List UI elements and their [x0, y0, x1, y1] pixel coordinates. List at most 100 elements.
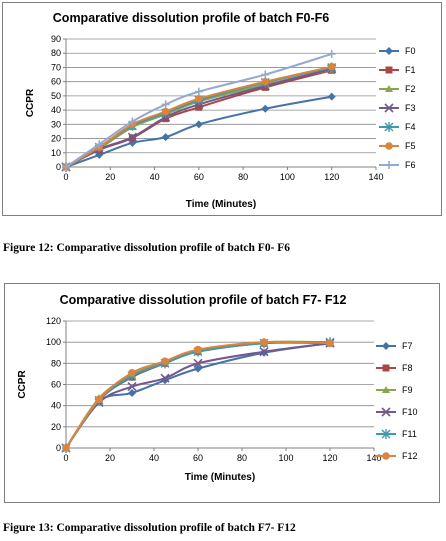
x-tick-label: 60 — [193, 453, 203, 463]
legend-label-F11: F11 — [402, 429, 417, 439]
x-tick-label: 0 — [63, 172, 68, 182]
series-line-F10 — [65, 342, 331, 449]
y-tick-label: 40 — [51, 105, 61, 115]
legend-marker-F9 — [382, 386, 390, 393]
y-tick-label: 20 — [51, 134, 61, 144]
legend-label-F4: F4 — [405, 122, 416, 132]
legend-label-F5: F5 — [405, 141, 416, 151]
data-point-F10 — [259, 347, 269, 357]
x-axis-label: Time (Minutes) — [186, 199, 256, 210]
legend-marker-F0 — [385, 47, 393, 55]
series-F1 — [62, 66, 336, 171]
data-point-F10 — [127, 382, 137, 392]
legend-label-F0: F0 — [405, 46, 416, 56]
data-point-F6 — [62, 163, 70, 171]
legend-label-F1: F1 — [405, 65, 416, 75]
x-tick-label: 60 — [194, 172, 204, 182]
y-tick-label: 70 — [51, 62, 61, 72]
chart-title: Comparative dissolution profile of batch… — [53, 11, 329, 25]
series-F12 — [62, 338, 334, 452]
series-line-F8 — [65, 341, 331, 449]
series-F3 — [61, 64, 337, 172]
data-point-F1 — [162, 115, 170, 123]
y-tick-label: 0 — [56, 162, 61, 172]
legend-marker-F8 — [382, 364, 390, 372]
x-tick-label: 80 — [237, 453, 247, 463]
data-point-F6 — [161, 100, 170, 109]
data-point-F5 — [327, 62, 336, 71]
x-tick-label: 100 — [280, 172, 295, 182]
y-tick-label: 40 — [51, 401, 61, 411]
x-tick-label: 20 — [105, 453, 115, 463]
y-tick-label: 80 — [51, 48, 61, 58]
y-tick-label: 20 — [51, 422, 61, 432]
data-point-F5 — [161, 107, 170, 116]
data-point-F6 — [194, 87, 203, 96]
legend-label-F8: F8 — [402, 363, 413, 373]
legend-label-F10: F10 — [402, 407, 418, 417]
legend-marker-F4 — [384, 122, 394, 132]
legend-marker-F2 — [385, 85, 393, 92]
y-tick-label: 50 — [51, 91, 61, 101]
data-point-F0 — [327, 92, 336, 101]
series-line-F11 — [65, 341, 331, 449]
x-axis-label: Time (Minutes) — [185, 472, 255, 483]
y-tick-label: 100 — [46, 337, 61, 347]
legend-label-F9: F9 — [402, 385, 413, 395]
y-tick-label: 0 — [56, 443, 61, 453]
x-tick-label: 40 — [149, 453, 159, 463]
data-point-F1 — [195, 103, 203, 111]
data-point-F7 — [161, 376, 169, 385]
data-point-F5 — [261, 77, 270, 86]
x-tick-label: 140 — [368, 172, 383, 182]
data-point-F3 — [127, 132, 137, 142]
series-F6 — [62, 49, 336, 171]
data-point-F12 — [95, 395, 103, 404]
y-tick-label: 80 — [51, 358, 61, 368]
data-point-F6 — [128, 117, 137, 126]
data-point-F10 — [160, 373, 170, 383]
series-line-F7 — [65, 342, 331, 449]
y-tick-label: 60 — [51, 380, 61, 390]
data-point-F10 — [193, 358, 203, 368]
data-point-F0 — [261, 104, 270, 113]
data-point-F6 — [261, 70, 270, 79]
x-tick-label: 0 — [63, 453, 68, 463]
chart-title: Comparative dissolution profile of batch… — [60, 293, 347, 307]
legend-marker-F1 — [385, 66, 393, 74]
figure-12-caption: Figure 12: Comparative dissolution profi… — [3, 242, 291, 254]
y-tick-label: 60 — [51, 77, 61, 87]
x-tick-label: 80 — [238, 172, 248, 182]
data-point-F12 — [260, 338, 268, 346]
y-tick-label: 120 — [46, 316, 61, 326]
y-tick-label: 10 — [51, 148, 61, 158]
y-axis-label: CCPR — [25, 88, 36, 117]
x-tick-label: 120 — [324, 172, 339, 182]
data-point-F7 — [128, 388, 136, 397]
legend-label-F3: F3 — [405, 103, 416, 113]
data-point-F0 — [194, 120, 203, 129]
data-point-F6 — [327, 49, 336, 58]
chart-f7-f12: Comparative dissolution profile of batch… — [4, 283, 440, 503]
x-tick-label: 120 — [322, 453, 337, 463]
data-point-F7 — [194, 364, 202, 373]
legend-label-F7: F7 — [402, 341, 413, 351]
x-tick-label: 100 — [278, 453, 293, 463]
legend-marker-F10 — [381, 407, 391, 417]
legend-marker-F12 — [382, 452, 390, 460]
data-point-F12 — [161, 357, 169, 366]
figure-13-caption: Figure 13: Comparative dissolution profi… — [3, 522, 296, 534]
data-point-F5 — [195, 94, 203, 103]
chart-f7-f12-svg: Comparative dissolution profile of batch… — [17, 293, 418, 483]
legend-marker-F7 — [382, 342, 390, 350]
x-tick-label: 140 — [366, 453, 381, 463]
legend-marker-F6 — [385, 161, 393, 169]
data-point-F12 — [326, 339, 334, 348]
data-point-F12 — [194, 345, 202, 354]
legend-label-F6: F6 — [405, 160, 416, 170]
legend-label-F2: F2 — [405, 84, 416, 94]
legend-label-F12: F12 — [402, 451, 418, 461]
data-point-F0 — [161, 133, 170, 142]
chart-f0-f6-svg: Comparative dissolution profile of batch… — [25, 11, 416, 210]
x-tick-label: 20 — [105, 172, 115, 182]
